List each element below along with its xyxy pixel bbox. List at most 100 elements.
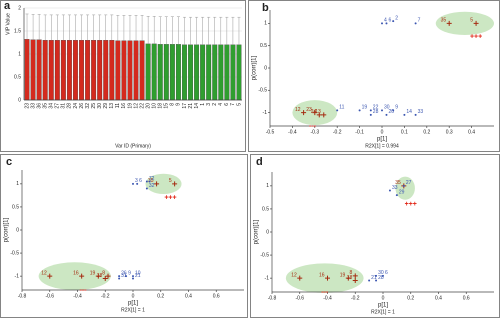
point-label: 7	[149, 176, 152, 182]
highlight-region	[38, 262, 111, 290]
y-axis-title: p(corr)[1]	[252, 56, 258, 81]
bar	[151, 43, 157, 101]
x-axis-title: Var ID (Primary)	[115, 143, 151, 149]
x-tick-label: 0.2	[423, 129, 430, 135]
point-label: 22	[373, 105, 379, 111]
annotation: ---	[80, 287, 88, 294]
point-label: 27	[406, 180, 412, 186]
x-tick-label: 15	[164, 103, 170, 109]
point-label: 19	[340, 272, 346, 278]
bar	[212, 44, 218, 101]
point-label: 21	[135, 273, 141, 279]
point-label: 9	[395, 105, 398, 111]
x-tick-label: 10	[152, 103, 158, 109]
point	[345, 275, 351, 281]
point	[132, 182, 134, 185]
x-tick-label: 2	[212, 103, 218, 106]
point-label: 12	[291, 272, 297, 278]
panel-frame	[0, 0, 246, 152]
note: R2X[1] = 0.994	[365, 143, 399, 149]
point	[102, 275, 108, 281]
annotation: +++	[164, 195, 176, 202]
y-tick-label: 0.5	[260, 43, 267, 49]
point-label: 7	[418, 18, 421, 24]
bar	[194, 44, 200, 101]
x-tick-label: 5	[236, 103, 242, 106]
x-tick-label: 0.4	[185, 293, 192, 299]
point	[369, 113, 372, 116]
point	[352, 273, 358, 279]
point	[381, 109, 383, 112]
highlight-region	[145, 173, 182, 195]
x-axis-title: p[1]	[128, 301, 138, 307]
x-axis-title: p[1]	[378, 303, 388, 309]
x-tick-label: 12	[133, 103, 139, 109]
point-label: 12	[41, 270, 47, 276]
point	[375, 274, 378, 277]
x-tick-label: 36	[36, 103, 42, 109]
point	[414, 22, 417, 25]
point	[392, 20, 395, 23]
x-tick-label: 0.4	[435, 295, 442, 301]
x-tick-label: 0.6	[463, 295, 470, 301]
point	[105, 273, 111, 279]
bar	[182, 44, 187, 101]
point	[336, 109, 339, 112]
x-tick-label: -0.4	[323, 295, 332, 301]
highlight-region	[435, 11, 494, 35]
point-label: 11	[339, 105, 344, 111]
point	[145, 180, 148, 183]
panel-label: b	[262, 2, 269, 14]
x-tick-label: 11	[115, 103, 121, 108]
point	[325, 275, 330, 281]
point	[402, 184, 405, 187]
bar	[139, 40, 145, 101]
point	[301, 110, 307, 116]
annotation: +++	[405, 201, 417, 208]
point-label: 19	[362, 105, 368, 111]
x-tick-label: 8	[170, 103, 176, 106]
bar	[48, 40, 54, 101]
point-label: 31	[121, 273, 127, 279]
point-label: 32	[149, 183, 155, 189]
bar	[206, 44, 212, 101]
y-tick-label: 0	[16, 227, 19, 233]
x-tick-label: 27	[55, 103, 61, 109]
point	[95, 273, 101, 279]
x-tick-label: 25	[91, 103, 97, 109]
point	[172, 181, 178, 187]
x-tick-label: 30	[97, 103, 103, 109]
point-label: 30	[384, 105, 390, 111]
point-label: 9	[128, 270, 131, 276]
point-label: 13	[315, 109, 321, 115]
annotation: +++	[470, 34, 482, 41]
y-tick-label: 2	[18, 5, 21, 11]
point-label: 33	[418, 109, 424, 115]
panel-frame	[250, 154, 500, 318]
y-axis-title: VIP Value	[5, 13, 11, 35]
point-label: 16	[73, 270, 79, 276]
bar	[66, 40, 72, 101]
x-tick-label: 3	[206, 103, 212, 106]
x-tick-label: 4	[218, 103, 224, 106]
point	[132, 275, 134, 278]
point	[352, 277, 358, 283]
bar	[200, 44, 206, 101]
point-label: 24	[311, 109, 317, 115]
bar	[163, 44, 169, 101]
x-tick-label: -0.8	[268, 295, 277, 301]
point-label: 19	[90, 270, 96, 276]
x-tick-label: 32	[85, 103, 91, 109]
point	[47, 273, 53, 279]
bar	[54, 40, 60, 101]
y-tick-label: -1	[15, 273, 20, 279]
bar	[188, 44, 193, 101]
x-tick-label: -0.6	[295, 295, 304, 301]
point	[136, 182, 139, 185]
y-tick-label: 0.5	[14, 74, 21, 80]
point-label: 35	[441, 18, 447, 24]
y-tick-label: 0	[266, 229, 269, 235]
point	[369, 109, 372, 112]
point-label: 35	[395, 180, 401, 186]
point	[392, 109, 395, 112]
